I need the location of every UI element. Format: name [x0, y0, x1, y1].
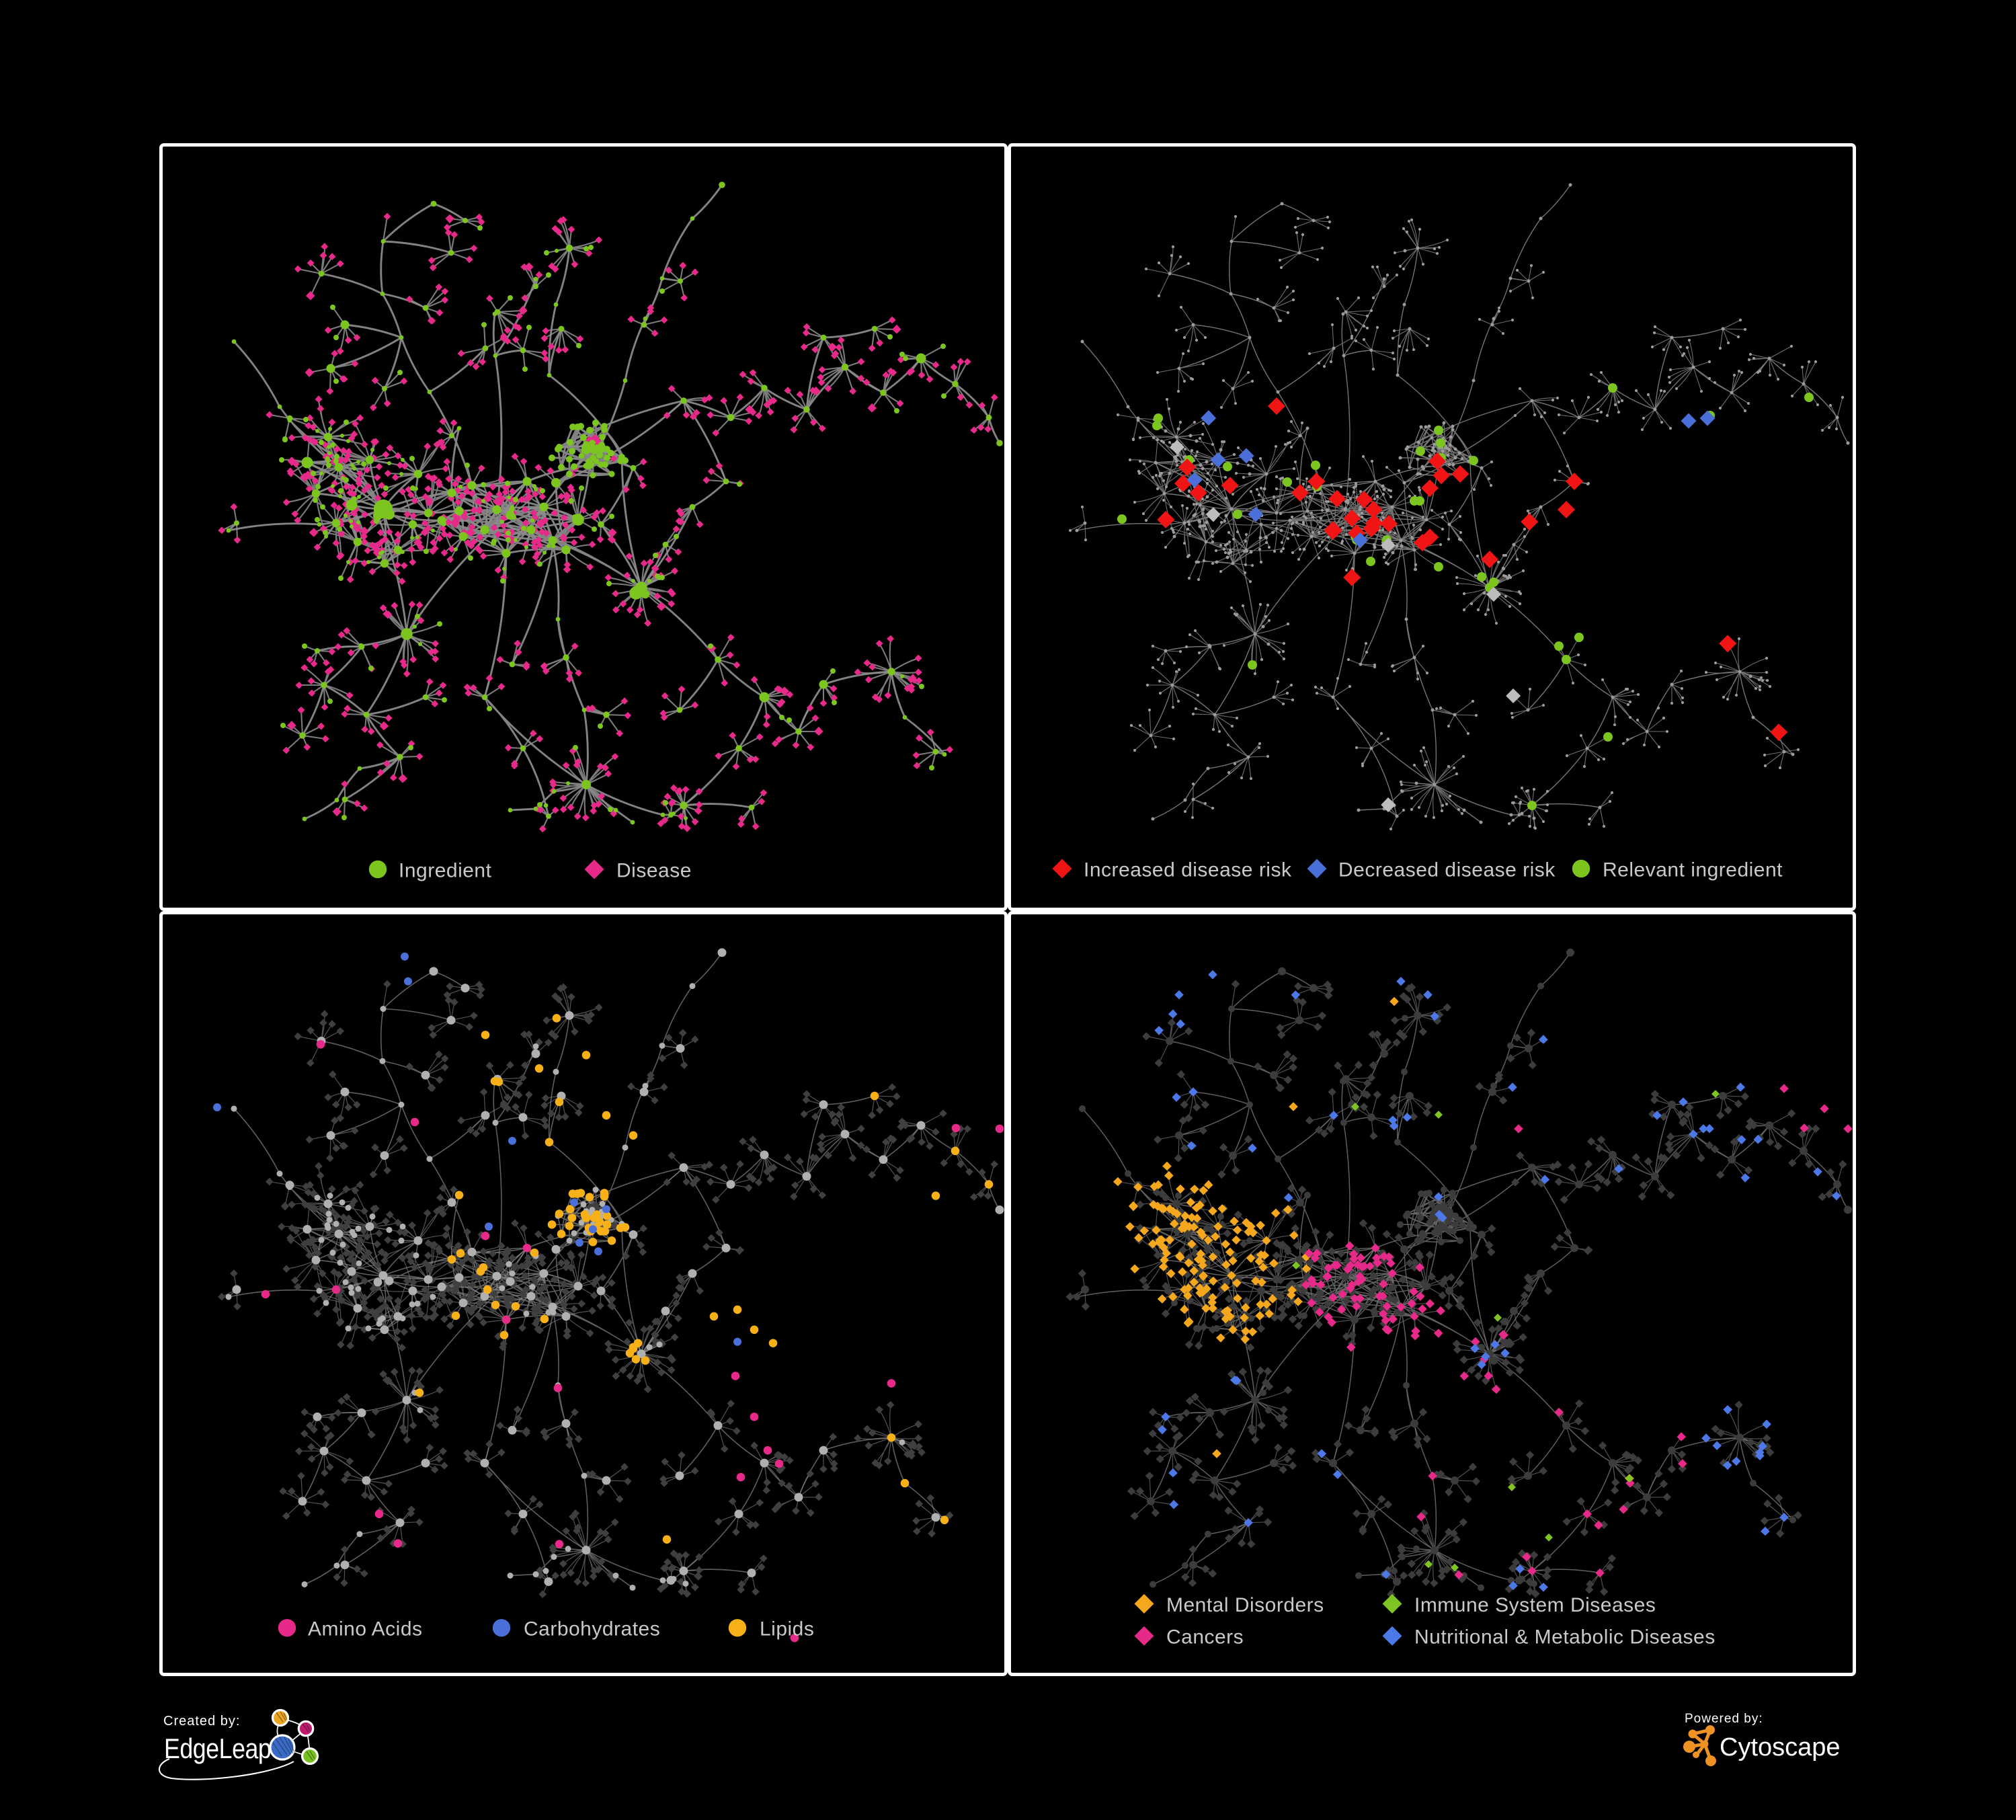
svg-text:EdgeLeap: EdgeLeap — [164, 1733, 271, 1764]
svg-text:Decreased disease risk: Decreased disease risk — [1338, 859, 1556, 881]
svg-text:Created by:: Created by: — [163, 1714, 240, 1729]
svg-text:Mental Disorders: Mental Disorders — [1166, 1594, 1324, 1616]
svg-text:Powered by:: Powered by: — [1685, 1712, 1763, 1726]
svg-text:Lipids: Lipids — [760, 1618, 814, 1640]
svg-text:Amino Acids: Amino Acids — [308, 1618, 423, 1640]
svg-text:Increased disease risk: Increased disease risk — [1084, 859, 1292, 881]
svg-text:Relevant ingredient: Relevant ingredient — [1603, 859, 1783, 881]
svg-text:Carbohydrates: Carbohydrates — [524, 1618, 660, 1640]
svg-text:Ingredient: Ingredient — [399, 860, 492, 882]
svg-text:Disease: Disease — [616, 860, 692, 882]
svg-text:Nutritional & Metabolic Diseas: Nutritional & Metabolic Diseases — [1414, 1626, 1716, 1649]
svg-text:Cancers: Cancers — [1166, 1626, 1244, 1649]
svg-text:Immune System Diseases: Immune System Diseases — [1414, 1594, 1656, 1616]
svg-text:Cytoscape: Cytoscape — [1720, 1733, 1841, 1762]
